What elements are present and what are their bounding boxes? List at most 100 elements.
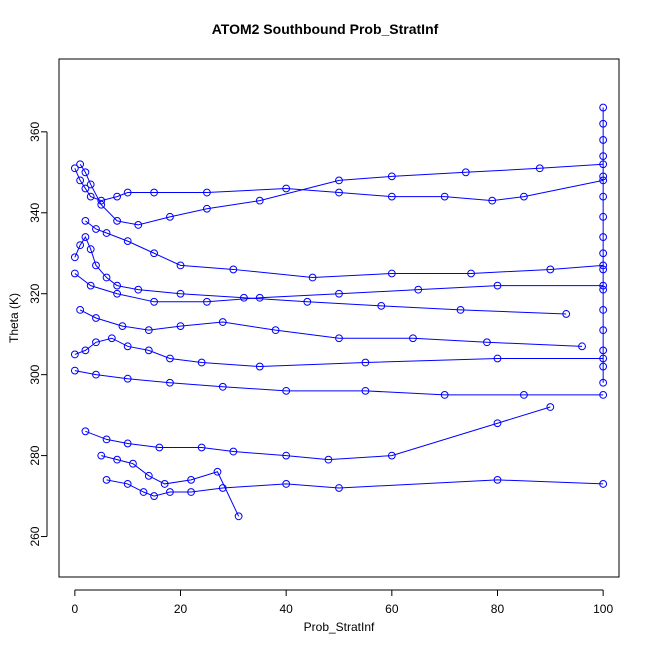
data-point — [218, 318, 227, 326]
data-point — [303, 297, 312, 306]
data-point — [81, 427, 90, 436]
data-point — [520, 192, 528, 201]
x-tick-label: 60 — [385, 602, 399, 616]
data-point — [255, 293, 264, 302]
y-tick-label: 260 — [28, 526, 42, 546]
data-point — [92, 338, 100, 347]
data-point — [160, 480, 169, 488]
x-tick-label: 40 — [279, 602, 293, 616]
series-group — [70, 269, 608, 306]
data-point — [166, 378, 174, 387]
data-point — [81, 216, 90, 225]
data-point — [166, 354, 174, 363]
data-point — [546, 265, 555, 274]
data-point — [166, 488, 174, 496]
data-point — [76, 306, 85, 314]
data-point — [308, 273, 317, 282]
data-point — [70, 164, 79, 173]
data-point — [282, 480, 291, 488]
data-point — [129, 459, 137, 468]
data-point — [176, 322, 185, 330]
data-point — [599, 265, 608, 274]
data-point — [599, 378, 608, 387]
data-point — [599, 390, 608, 399]
data-point — [134, 221, 143, 229]
data-point — [546, 403, 555, 411]
data-point — [187, 475, 195, 484]
data-point — [599, 172, 608, 181]
data-point — [599, 136, 608, 144]
data-point — [150, 492, 158, 500]
data-point — [107, 334, 116, 343]
data-point — [414, 285, 423, 294]
series-line — [106, 479, 604, 497]
data-point — [203, 188, 211, 197]
series-group — [599, 103, 608, 387]
data-point — [456, 306, 465, 314]
data-point — [134, 285, 143, 294]
data-point — [488, 196, 497, 205]
series-group — [70, 334, 608, 371]
data-point — [599, 233, 608, 241]
x-axis-label: Prob_StratInf — [304, 620, 375, 634]
data-point — [282, 386, 291, 395]
data-point — [70, 366, 79, 375]
data-point — [70, 269, 79, 278]
data-point — [377, 301, 386, 310]
data-point — [76, 176, 85, 185]
data-point — [123, 237, 132, 246]
data-point — [599, 212, 608, 221]
y-tick-label: 340 — [28, 202, 42, 222]
x-tick-label: 80 — [491, 602, 505, 616]
data-point — [282, 184, 291, 193]
data-point — [176, 289, 185, 298]
data-point — [520, 390, 528, 399]
data-point — [483, 338, 491, 347]
data-point — [493, 354, 502, 363]
y-axis: 260 280 300 320 340 360 — [28, 122, 48, 547]
data-point — [187, 488, 195, 496]
data-point — [361, 386, 370, 395]
y-axis-label: Theta (K) — [7, 293, 21, 343]
data-point — [599, 103, 608, 112]
data-point — [387, 269, 396, 278]
series-line — [74, 370, 604, 396]
data-point — [76, 241, 85, 250]
data-point — [92, 225, 100, 233]
data-point — [599, 285, 608, 294]
data-point — [166, 212, 174, 221]
data-point — [599, 362, 608, 371]
data-point — [102, 435, 111, 444]
data-point — [324, 455, 333, 464]
data-point — [113, 281, 122, 290]
data-point — [81, 346, 90, 355]
series-line — [74, 273, 604, 303]
x-tick-label: 100 — [593, 602, 613, 616]
series-line — [85, 406, 551, 461]
data-point — [102, 229, 111, 237]
data-point — [234, 512, 243, 521]
data-point — [92, 314, 100, 322]
y-tick-label: 360 — [28, 122, 42, 142]
data-point — [150, 249, 158, 258]
data-point — [70, 350, 79, 359]
data-point — [493, 475, 502, 484]
series-group — [76, 160, 608, 229]
data-point — [218, 484, 227, 492]
data-point — [70, 253, 79, 262]
series-group — [97, 451, 243, 521]
data-point — [92, 261, 100, 270]
data-point — [97, 200, 106, 209]
data-point — [113, 192, 122, 201]
data-point — [113, 289, 122, 298]
data-point — [440, 390, 449, 399]
data-point — [86, 192, 95, 201]
data-point — [335, 334, 343, 343]
data-point — [335, 484, 343, 492]
data-point — [213, 467, 222, 476]
data-point — [361, 358, 370, 367]
data-point — [81, 233, 90, 241]
data-point — [76, 160, 85, 169]
y-tick-label: 280 — [28, 445, 42, 465]
